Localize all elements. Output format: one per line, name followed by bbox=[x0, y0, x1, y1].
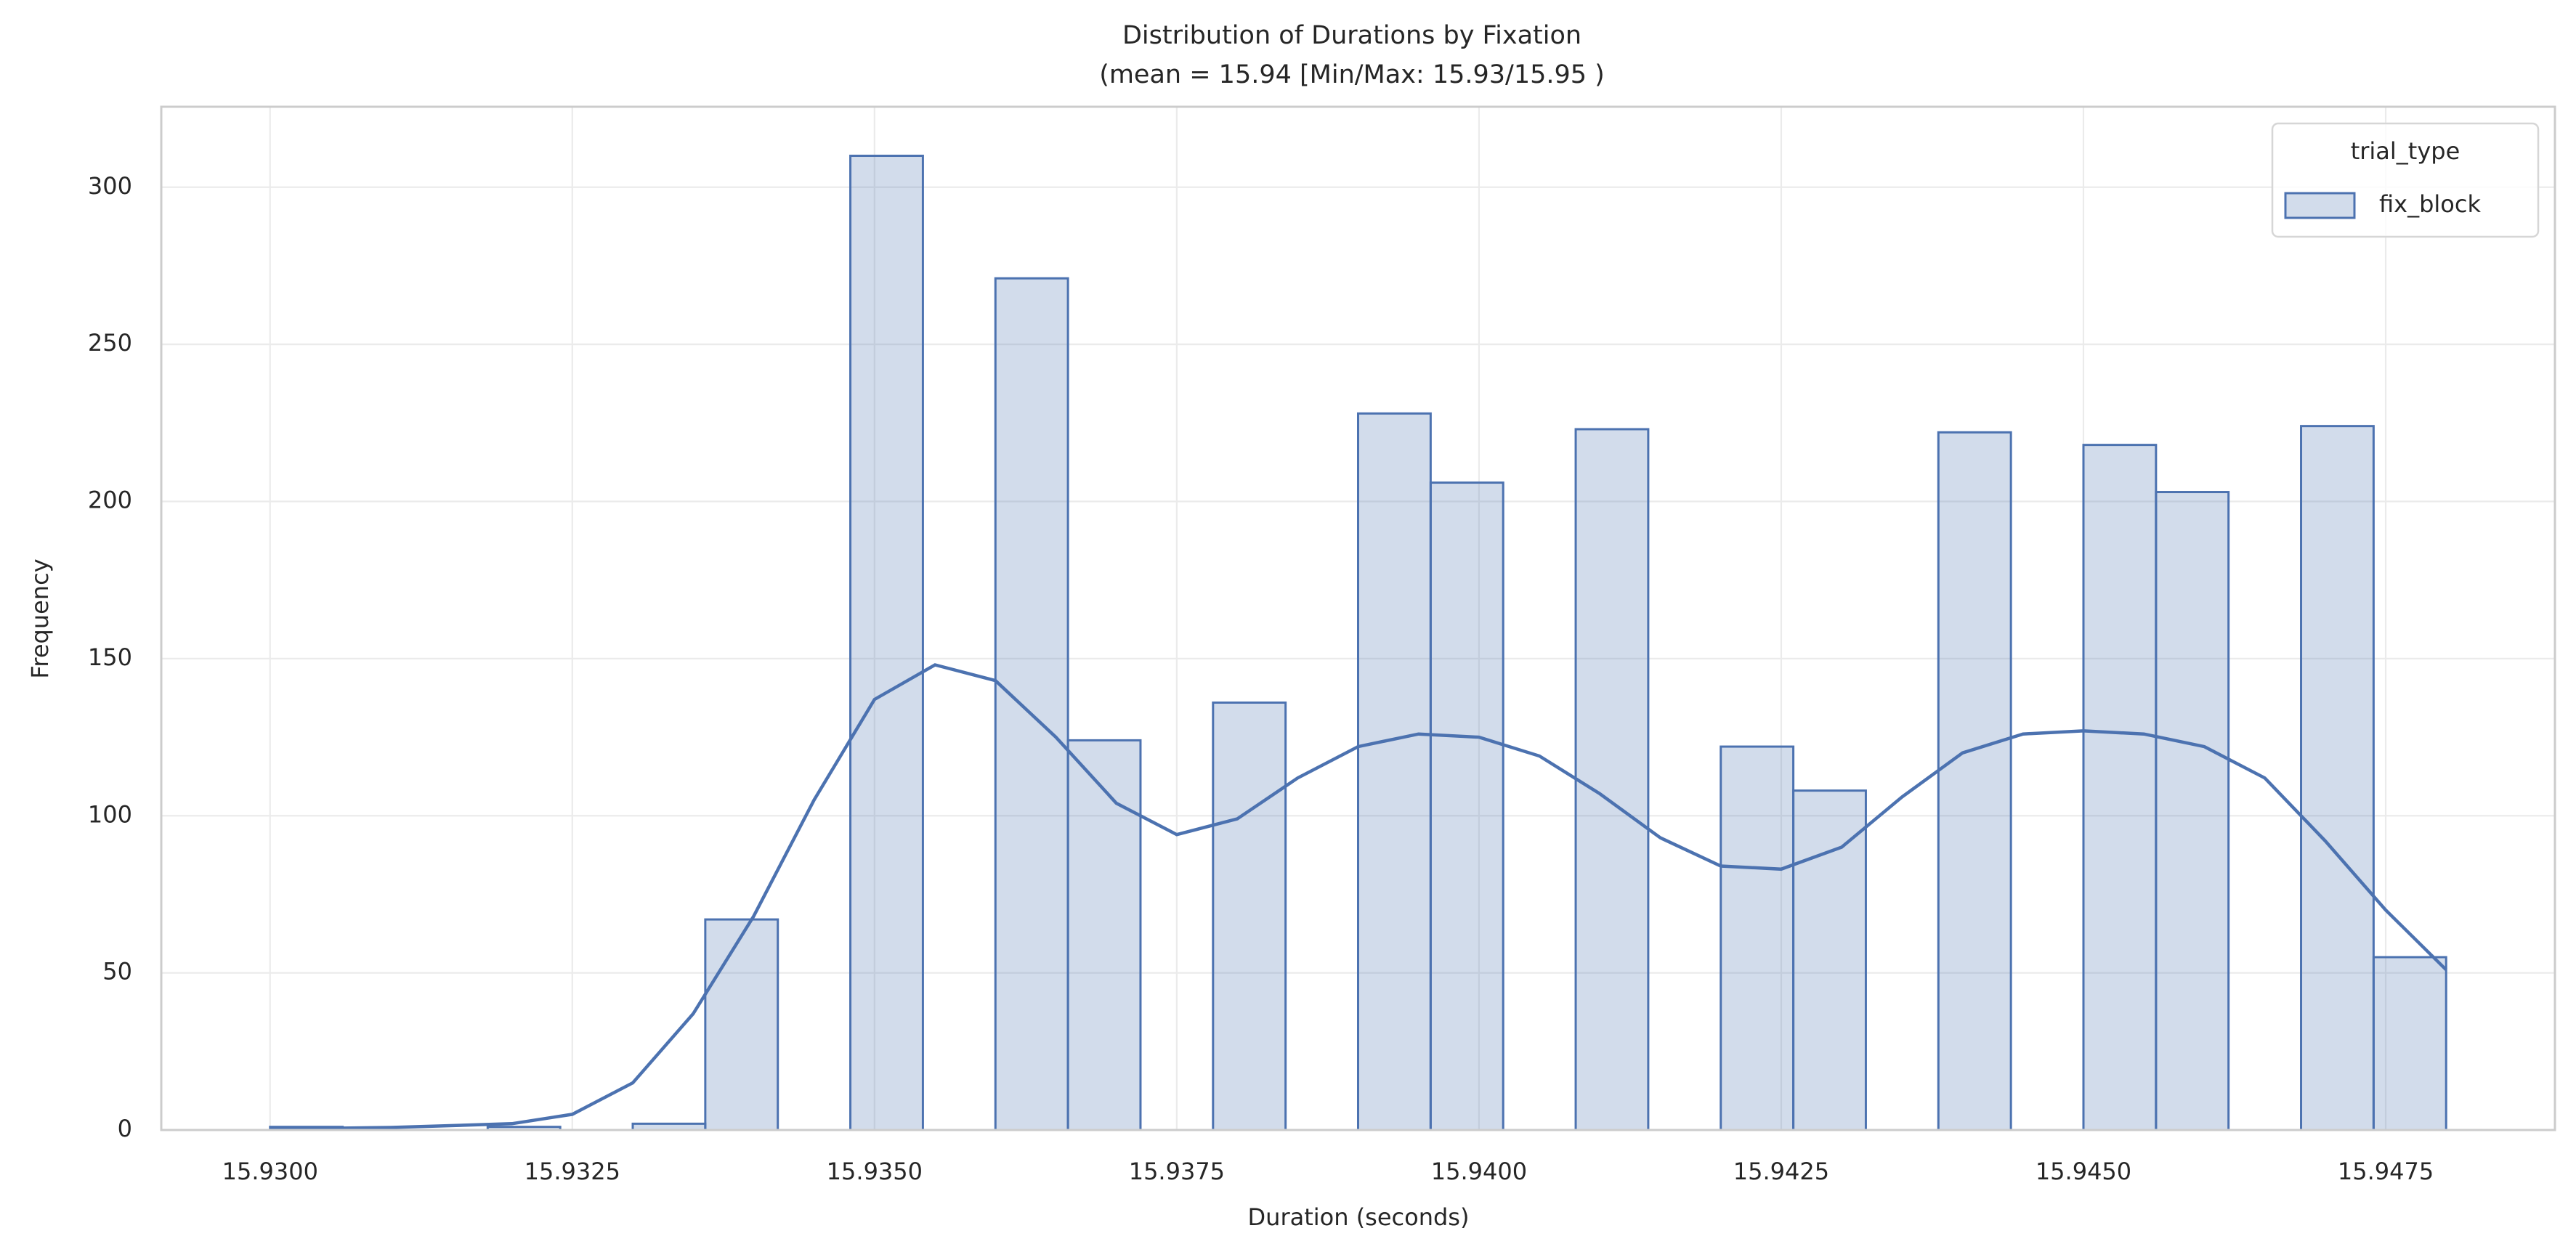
histogram-bar bbox=[2372, 956, 2447, 1131]
x-tick-label: 15.9400 bbox=[1431, 1158, 1527, 1185]
y-tick-label: 200 bbox=[88, 487, 132, 514]
y-axis-label: Frequency bbox=[26, 558, 54, 678]
histogram-bar bbox=[2300, 425, 2375, 1131]
histogram-bar bbox=[1357, 412, 1432, 1131]
y-tick-label: 100 bbox=[88, 800, 132, 828]
legend-box bbox=[2271, 122, 2540, 238]
x-tick-label: 15.9325 bbox=[524, 1158, 620, 1185]
y-tick-label: 300 bbox=[88, 172, 132, 200]
x-axis-label: Duration (seconds) bbox=[1248, 1203, 1470, 1231]
y-tick-label: 0 bbox=[118, 1115, 132, 1142]
y-tick-label: 150 bbox=[88, 643, 132, 671]
histogram-bar bbox=[1792, 789, 1867, 1131]
legend: trial_type fix_block bbox=[2271, 122, 2540, 238]
histogram-bar bbox=[849, 155, 924, 1131]
histogram-bar bbox=[2082, 444, 2158, 1131]
chart-subtitle: (mean = 15.94 [Min/Max: 15.93/15.95 ) bbox=[1099, 60, 1605, 89]
kde-line bbox=[270, 663, 2447, 1131]
x-tick-label: 15.9300 bbox=[222, 1158, 318, 1185]
histogram-bar bbox=[1937, 431, 2012, 1131]
x-tick-label: 15.9350 bbox=[827, 1158, 923, 1185]
legend-title: trial_type bbox=[2351, 137, 2460, 165]
histogram-bar bbox=[1066, 739, 1142, 1131]
plot-frame bbox=[160, 105, 2556, 1131]
histogram-bar bbox=[1574, 428, 1650, 1131]
histogram-bar bbox=[2155, 491, 2230, 1131]
legend-swatch bbox=[2284, 192, 2356, 219]
x-tick-label: 15.9450 bbox=[2036, 1158, 2131, 1185]
y-tick-label: 250 bbox=[88, 329, 132, 357]
chart-title: Distribution of Durations by Fixation bbox=[1122, 21, 1581, 50]
y-tick-label: 50 bbox=[102, 958, 132, 985]
legend-label: fix_block bbox=[2379, 190, 2481, 218]
histogram-bar bbox=[1720, 745, 1795, 1131]
histogram-bar bbox=[1429, 481, 1504, 1131]
x-tick-label: 15.9425 bbox=[1733, 1158, 1829, 1185]
histogram-bar bbox=[1212, 701, 1287, 1131]
histogram-bar bbox=[994, 277, 1069, 1131]
histogram-bar bbox=[704, 918, 779, 1131]
x-tick-label: 15.9375 bbox=[1129, 1158, 1225, 1185]
x-tick-label: 15.9475 bbox=[2338, 1158, 2434, 1185]
